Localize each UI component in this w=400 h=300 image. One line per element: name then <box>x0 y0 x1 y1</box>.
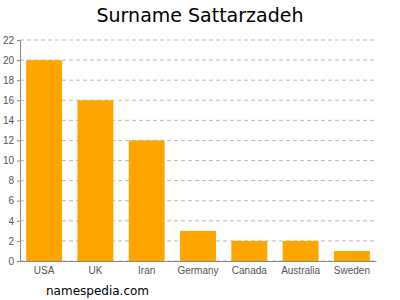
title: Surname Sattarzadeh <box>97 4 304 26</box>
bar <box>334 251 370 261</box>
x-tick: Australia <box>281 261 320 276</box>
y-tick-mark <box>17 120 20 121</box>
y-tick-label: 6 <box>8 195 14 206</box>
y-tick-label: 0 <box>8 256 14 267</box>
y-tick-mark <box>17 221 20 222</box>
x-tick: Canada <box>232 261 267 276</box>
y-tick: 18 <box>3 75 20 86</box>
y-tick-label: 10 <box>3 155 15 166</box>
y-tick: 22 <box>3 35 20 46</box>
x-axis-line <box>21 261 377 262</box>
y-tick-mark <box>17 261 20 262</box>
bar <box>26 60 62 261</box>
y-tick: 4 <box>8 216 20 227</box>
y-tick-mark <box>17 161 20 162</box>
x-tick: Iran <box>138 261 155 276</box>
x-tick-label: Iran <box>138 265 155 276</box>
source-note: namespedia.com <box>46 284 149 298</box>
y-tick-label: 18 <box>3 75 15 86</box>
y-tick: 2 <box>8 236 20 247</box>
bar <box>77 100 113 261</box>
y-tick-mark <box>17 100 20 101</box>
bar <box>283 241 319 261</box>
y-tick-label: 4 <box>8 216 14 227</box>
y-tick-label: 22 <box>3 35 15 46</box>
x-tick-label: Australia <box>281 265 320 276</box>
y-tick-mark <box>17 140 20 141</box>
x-tick: UK <box>88 261 102 276</box>
y-tick-label: 8 <box>8 175 14 186</box>
y-tick-mark <box>17 40 20 41</box>
grid-line <box>20 80 376 81</box>
y-tick: 6 <box>8 195 20 206</box>
y-tick-mark <box>17 241 20 242</box>
y-tick: 12 <box>3 135 20 146</box>
y-axis: 0 2 4 6 8 10 12 14 16 18 20 22 <box>3 35 21 267</box>
chart: 0 2 4 6 8 10 12 14 16 18 20 22 USA UK Iran Germany Canad… <box>0 0 400 300</box>
grid-line <box>20 120 376 121</box>
grid-line <box>20 140 376 141</box>
x-tick: Germany <box>177 261 218 276</box>
grid-line <box>20 100 376 101</box>
y-tick: 8 <box>8 175 20 186</box>
grid-line <box>20 220 376 221</box>
bar <box>231 241 267 261</box>
y-tick-label: 20 <box>3 55 15 66</box>
x-tick: Sweden <box>334 261 370 276</box>
y-tick: 0 <box>8 256 20 267</box>
x-tick-label: UK <box>88 265 102 276</box>
y-tick: 20 <box>3 55 20 66</box>
grid-line <box>20 60 376 61</box>
y-tick: 16 <box>3 95 20 106</box>
y-tick-mark <box>17 80 20 81</box>
x-tick: USA <box>34 261 55 276</box>
y-tick-mark <box>17 181 20 182</box>
grid-line <box>20 180 376 181</box>
y-tick-label: 2 <box>8 236 14 247</box>
y-tick-label: 14 <box>3 115 15 126</box>
grid <box>20 40 376 261</box>
y-tick-label: 12 <box>3 135 15 146</box>
y-tick-mark <box>17 201 20 202</box>
y-tick: 10 <box>3 155 20 166</box>
y-tick-mark <box>17 60 20 61</box>
x-axis: USA UK Iran Germany Canada Australia Sweden <box>21 261 377 276</box>
x-tick-label: USA <box>34 265 55 276</box>
x-tick-label: Germany <box>177 265 218 276</box>
grid-line <box>20 40 376 41</box>
y-axis-line <box>17 41 21 262</box>
bar <box>129 140 165 261</box>
y-tick: 14 <box>3 115 20 126</box>
bar <box>180 231 216 261</box>
grid-line <box>20 200 376 201</box>
x-tick-label: Canada <box>232 265 267 276</box>
bars <box>26 60 370 261</box>
grid-line <box>20 160 376 161</box>
x-tick-label: Sweden <box>334 265 370 276</box>
y-tick-label: 16 <box>3 95 15 106</box>
